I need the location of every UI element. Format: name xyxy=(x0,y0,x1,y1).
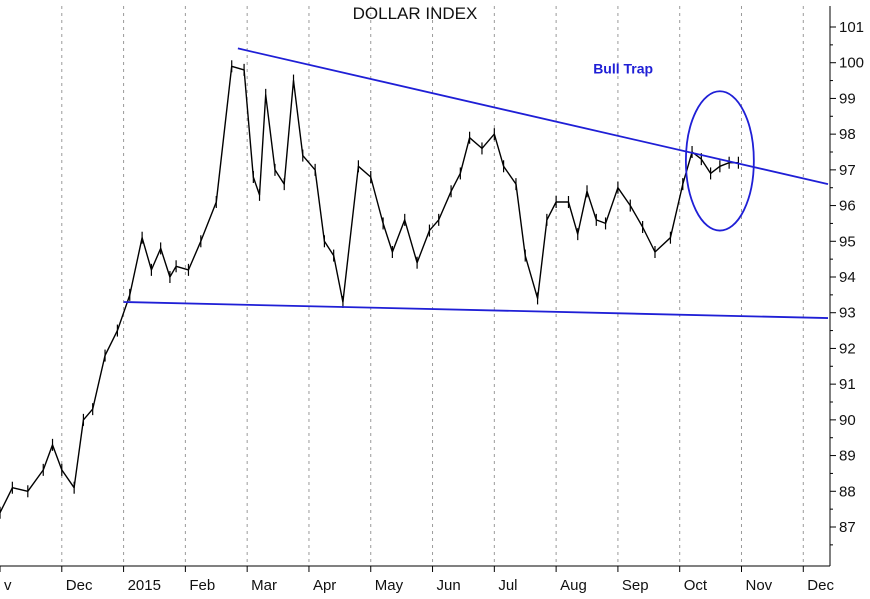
y-tick-label-11: 98 xyxy=(839,126,856,143)
resistance-trendline xyxy=(237,47,829,186)
y-tick-label-9: 96 xyxy=(839,198,856,215)
y-tick-label-1: 88 xyxy=(839,483,856,500)
y-tick-label-12: 99 xyxy=(839,90,856,107)
y-tick-label-4: 91 xyxy=(839,376,856,393)
y-tick-label-3: 90 xyxy=(839,412,856,429)
price-series xyxy=(0,60,740,519)
x-tick-label-6: May xyxy=(375,577,404,594)
annotations: Bull Trap xyxy=(593,60,755,232)
x-tick-label-8: Jul xyxy=(498,577,517,594)
x-tick-label-0: v xyxy=(4,577,12,594)
x-tick-label-2: 2015 xyxy=(128,577,161,594)
x-tick-label-4: Mar xyxy=(251,577,277,594)
y-tick-label-2: 89 xyxy=(839,448,856,465)
bull-trap-ellipse xyxy=(684,90,755,232)
support-trendline xyxy=(123,301,829,319)
y-tick-label-8: 95 xyxy=(839,233,856,250)
x-tick-label-10: Sep xyxy=(622,577,649,594)
y-tick-label-6: 93 xyxy=(839,305,856,322)
x-tick-label-5: Apr xyxy=(313,577,336,594)
y-tick-label-10: 97 xyxy=(839,162,856,179)
x-tick-label-7: Jun xyxy=(437,577,461,594)
chart-title: DOLLAR INDEX xyxy=(353,4,478,23)
y-tick-label-13: 100 xyxy=(839,55,864,72)
x-tick-label-3: Feb xyxy=(189,577,215,594)
trendlines xyxy=(123,47,829,319)
x-tick-label-13: Dec xyxy=(807,577,834,594)
x-tick-label-12: Nov xyxy=(745,577,772,594)
axes: v Dec 2015 Feb Mar Apr May Jun Jul Aug Sep Oct Nov De… xyxy=(0,6,864,594)
x-tick-label-11: Oct xyxy=(684,577,708,594)
annotation-bull-trap: Bull Trap xyxy=(593,60,653,76)
y-tick-label-7: 94 xyxy=(839,269,856,286)
x-tick-label-9: Aug xyxy=(560,577,587,594)
y-tick-label-0: 87 xyxy=(839,519,856,536)
y-tick-label-5: 92 xyxy=(839,340,856,357)
y-tick-label-14: 101 xyxy=(839,19,864,36)
x-tick-label-1: Dec xyxy=(66,577,93,594)
